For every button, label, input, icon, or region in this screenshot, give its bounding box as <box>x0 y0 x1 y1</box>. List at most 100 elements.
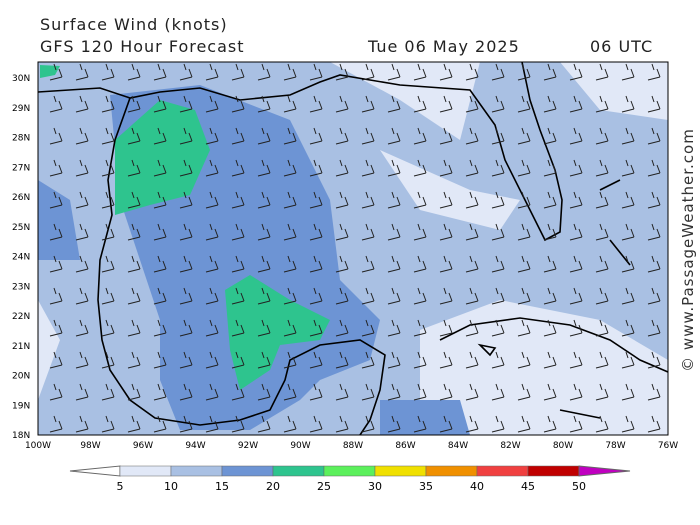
barb <box>491 415 505 433</box>
barb <box>595 351 609 369</box>
barb <box>543 159 557 177</box>
barb <box>309 287 323 305</box>
barb <box>647 287 661 305</box>
legend-label: 5 <box>117 480 124 493</box>
barb <box>413 127 427 145</box>
barb <box>647 383 661 401</box>
barb <box>621 383 635 401</box>
barb <box>621 415 635 433</box>
barb <box>595 191 609 209</box>
barb <box>595 127 609 145</box>
barb <box>647 351 661 369</box>
barb <box>283 287 297 305</box>
lon-label: 88W <box>343 441 363 451</box>
barb <box>257 255 271 273</box>
barb <box>517 255 531 273</box>
barb <box>49 255 63 273</box>
barb <box>75 383 89 401</box>
barb <box>491 159 505 177</box>
barb <box>101 63 115 81</box>
barb <box>543 287 557 305</box>
barb <box>335 255 349 273</box>
lon-label: 78W <box>605 441 625 451</box>
barb <box>205 351 219 369</box>
lat-label: 29N <box>12 104 30 114</box>
lon-label: 80W <box>553 441 573 451</box>
legend-label: 25 <box>317 480 331 493</box>
barb <box>439 319 453 337</box>
barb <box>283 255 297 273</box>
barb <box>543 223 557 241</box>
barb <box>647 159 661 177</box>
barb <box>569 127 583 145</box>
barb <box>595 319 609 337</box>
barb <box>101 255 115 273</box>
barb <box>621 223 635 241</box>
barb <box>621 191 635 209</box>
barb <box>569 351 583 369</box>
barb <box>387 159 401 177</box>
barb <box>387 127 401 145</box>
barb <box>595 63 609 81</box>
barb <box>595 223 609 241</box>
barb <box>153 255 167 273</box>
barb <box>647 319 661 337</box>
legend-swatch <box>119 465 172 477</box>
lon-label: 86W <box>395 441 415 451</box>
barb <box>101 159 115 177</box>
barb <box>231 159 245 177</box>
barb <box>361 127 375 145</box>
barb <box>569 255 583 273</box>
barb <box>647 127 661 145</box>
barb <box>283 351 297 369</box>
barb <box>309 383 323 401</box>
barb <box>309 191 323 209</box>
barb <box>517 287 531 305</box>
barb <box>361 383 375 401</box>
barb <box>231 351 245 369</box>
barb <box>49 319 63 337</box>
barb <box>179 95 193 113</box>
barb <box>491 223 505 241</box>
barb <box>491 127 505 145</box>
barb <box>75 287 89 305</box>
barb <box>153 223 167 241</box>
legend-swatch <box>374 465 427 477</box>
barb <box>647 223 661 241</box>
barb <box>205 159 219 177</box>
barb <box>283 127 297 145</box>
barb <box>309 319 323 337</box>
barb <box>465 63 479 81</box>
barb <box>621 319 635 337</box>
barb <box>231 383 245 401</box>
barb <box>387 255 401 273</box>
barb <box>621 159 635 177</box>
barb <box>153 415 167 433</box>
barb <box>257 159 271 177</box>
credit: © www.PassageWeather.com <box>679 128 697 372</box>
lat-label: 19N <box>12 401 30 411</box>
barb <box>153 95 167 113</box>
legend-swatch <box>425 465 478 477</box>
barb <box>543 415 557 433</box>
barb <box>413 287 427 305</box>
barb <box>361 223 375 241</box>
lon-label: 90W <box>290 441 310 451</box>
barb <box>465 223 479 241</box>
barb <box>465 415 479 433</box>
barb <box>309 415 323 433</box>
barb <box>49 415 63 433</box>
barb <box>153 127 167 145</box>
barb <box>465 159 479 177</box>
barb <box>231 95 245 113</box>
legend-label: 15 <box>215 480 229 493</box>
barb <box>387 191 401 209</box>
barb <box>543 319 557 337</box>
lon-label: 94W <box>185 441 205 451</box>
legend-label: 30 <box>368 480 382 493</box>
barb <box>309 223 323 241</box>
barb <box>179 63 193 81</box>
barb <box>257 191 271 209</box>
lat-label: 27N <box>12 163 30 173</box>
barb <box>283 159 297 177</box>
